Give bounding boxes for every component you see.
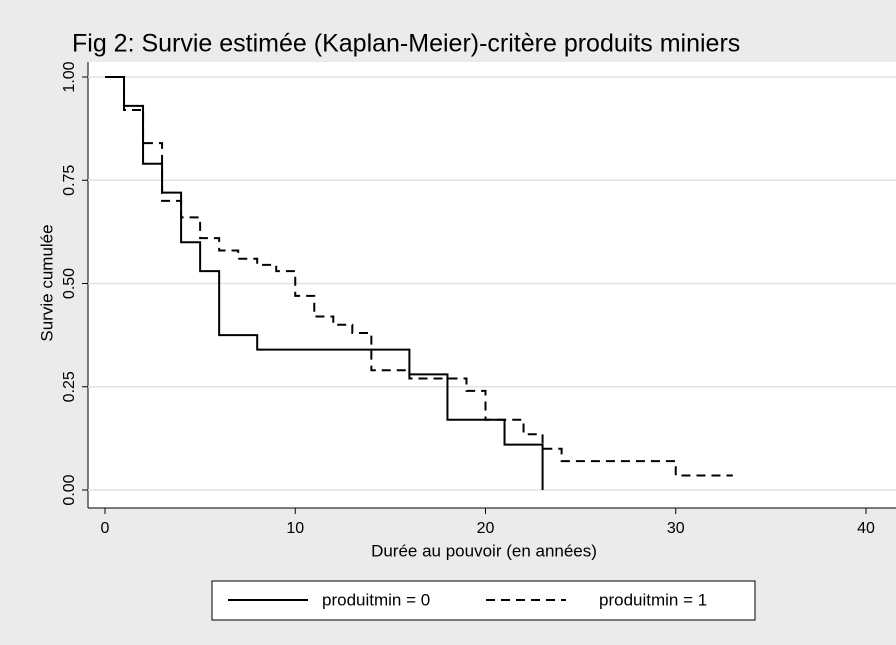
- y-tick-label: 1.00: [61, 61, 78, 92]
- x-tick-label: 40: [857, 520, 875, 537]
- plot-area: [88, 62, 896, 508]
- y-tick-label: 0.00: [61, 474, 78, 505]
- x-tick-label: 10: [286, 520, 304, 537]
- survival-curve: [105, 76, 544, 490]
- y-axis-title: Survie cumulée: [37, 224, 56, 341]
- x-tick-label: 30: [667, 520, 685, 537]
- x-axis-title: Durée au pouvoir (en années): [371, 541, 597, 560]
- survival-curve: [105, 76, 733, 477]
- y-tick-label: 0.25: [61, 371, 78, 402]
- legend-label: produitmin = 0: [322, 590, 430, 609]
- x-tick-label: 20: [477, 520, 495, 537]
- legend-label: produitmin = 1: [599, 590, 707, 609]
- y-tick-label: 0.75: [61, 165, 78, 196]
- y-tick-label: 0.50: [61, 268, 78, 299]
- x-tick-label: 0: [101, 520, 110, 537]
- chart-title: Fig 2: Survie estimée (Kaplan-Meier)-cri…: [72, 30, 740, 58]
